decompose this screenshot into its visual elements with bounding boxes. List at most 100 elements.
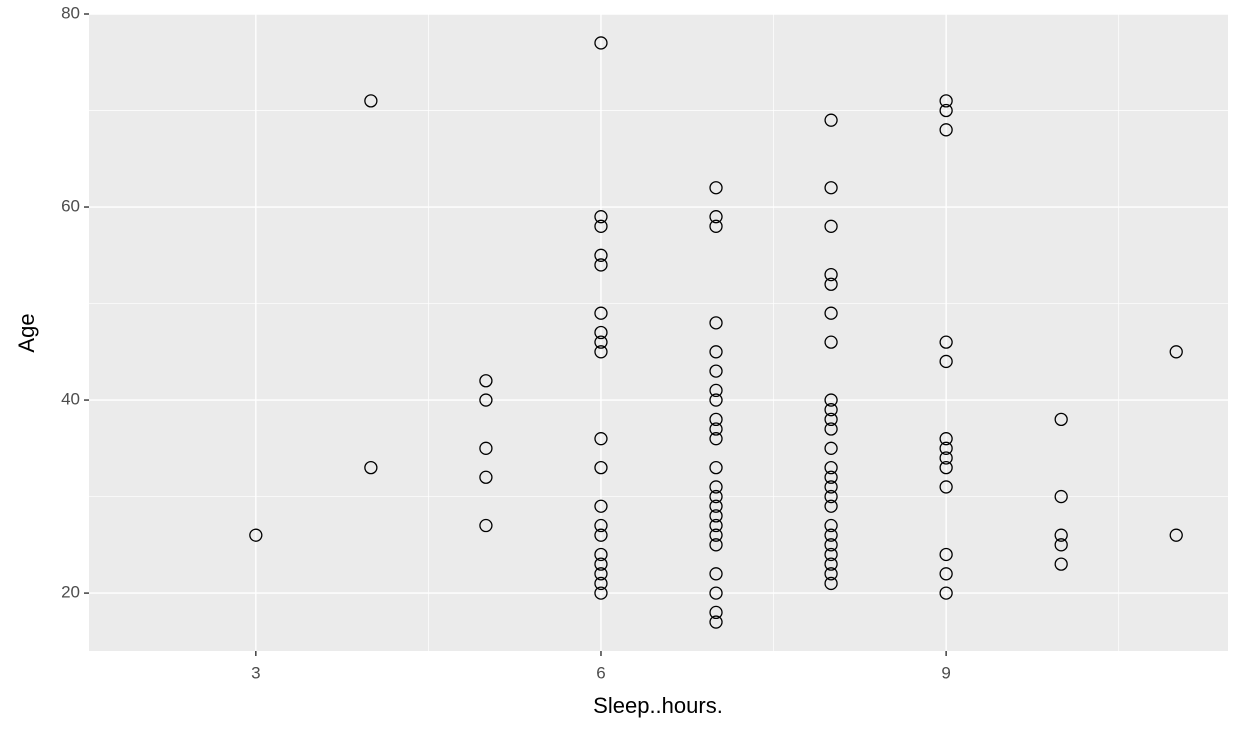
point — [709, 528, 723, 542]
point — [1169, 345, 1183, 359]
point — [709, 316, 723, 330]
point — [824, 528, 838, 542]
point — [824, 219, 838, 233]
x-axis-title: Sleep..hours. — [593, 693, 723, 718]
point — [824, 277, 838, 291]
point — [939, 354, 953, 369]
point — [594, 576, 608, 591]
point — [939, 432, 953, 446]
point — [824, 499, 838, 513]
point — [594, 306, 608, 320]
point — [1054, 489, 1068, 504]
point — [594, 248, 608, 262]
point — [709, 586, 723, 600]
point — [824, 547, 838, 562]
point — [824, 470, 838, 484]
point — [824, 460, 838, 475]
point — [709, 605, 723, 620]
point — [709, 518, 723, 533]
point — [709, 219, 723, 233]
point — [824, 267, 838, 282]
point — [709, 432, 723, 446]
point — [249, 528, 263, 542]
point — [939, 441, 953, 455]
x-tick-label: 3 — [251, 663, 260, 682]
point — [824, 306, 838, 320]
point — [709, 422, 723, 436]
point — [939, 335, 953, 349]
point — [594, 499, 608, 513]
point — [594, 567, 608, 581]
point — [709, 364, 723, 378]
y-tick-label: 20 — [61, 583, 80, 602]
point — [1054, 557, 1068, 571]
point — [824, 113, 838, 127]
point — [939, 567, 953, 581]
point — [824, 567, 838, 581]
point — [709, 489, 723, 504]
point — [824, 518, 838, 533]
y-tick-label: 40 — [61, 390, 80, 409]
point — [939, 123, 953, 137]
point — [594, 345, 608, 359]
point — [479, 518, 493, 533]
point — [824, 335, 838, 349]
x-tick-label: 9 — [941, 663, 950, 682]
point — [594, 528, 608, 542]
point — [594, 210, 608, 224]
point — [709, 210, 723, 224]
point — [824, 422, 838, 436]
point — [709, 567, 723, 581]
point — [824, 181, 838, 195]
point — [824, 489, 838, 504]
point — [1054, 412, 1068, 427]
point — [824, 441, 838, 455]
point — [594, 335, 608, 349]
panel — [89, 14, 1228, 651]
point — [594, 557, 608, 571]
point — [479, 393, 493, 407]
point — [709, 460, 723, 475]
point — [939, 547, 953, 562]
point — [939, 460, 953, 475]
point — [479, 470, 493, 484]
point — [594, 547, 608, 562]
point — [1169, 528, 1183, 542]
point — [594, 518, 608, 533]
point — [939, 94, 953, 108]
point — [1054, 538, 1068, 552]
point — [594, 432, 608, 446]
point — [594, 325, 608, 340]
point — [594, 460, 608, 475]
point — [709, 412, 723, 427]
point — [709, 383, 723, 398]
point — [709, 538, 723, 552]
y-axis-title: Age — [14, 313, 39, 352]
point — [1054, 528, 1068, 542]
point — [594, 258, 608, 272]
point — [709, 181, 723, 195]
point — [364, 94, 378, 108]
point — [709, 499, 723, 513]
point — [709, 615, 723, 629]
point — [479, 441, 493, 455]
y-tick-label: 60 — [61, 197, 80, 216]
point — [824, 412, 838, 427]
point — [594, 36, 608, 50]
point — [939, 480, 953, 494]
point — [594, 586, 608, 600]
point — [939, 451, 953, 465]
point — [709, 480, 723, 494]
point — [824, 403, 838, 417]
point — [709, 393, 723, 407]
point — [709, 509, 723, 523]
point — [824, 557, 838, 571]
point — [939, 586, 953, 600]
x-tick-label: 6 — [596, 663, 605, 682]
point — [479, 374, 493, 388]
point — [709, 345, 723, 359]
point — [939, 103, 953, 118]
point — [364, 460, 378, 475]
y-tick-label: 80 — [61, 3, 80, 22]
